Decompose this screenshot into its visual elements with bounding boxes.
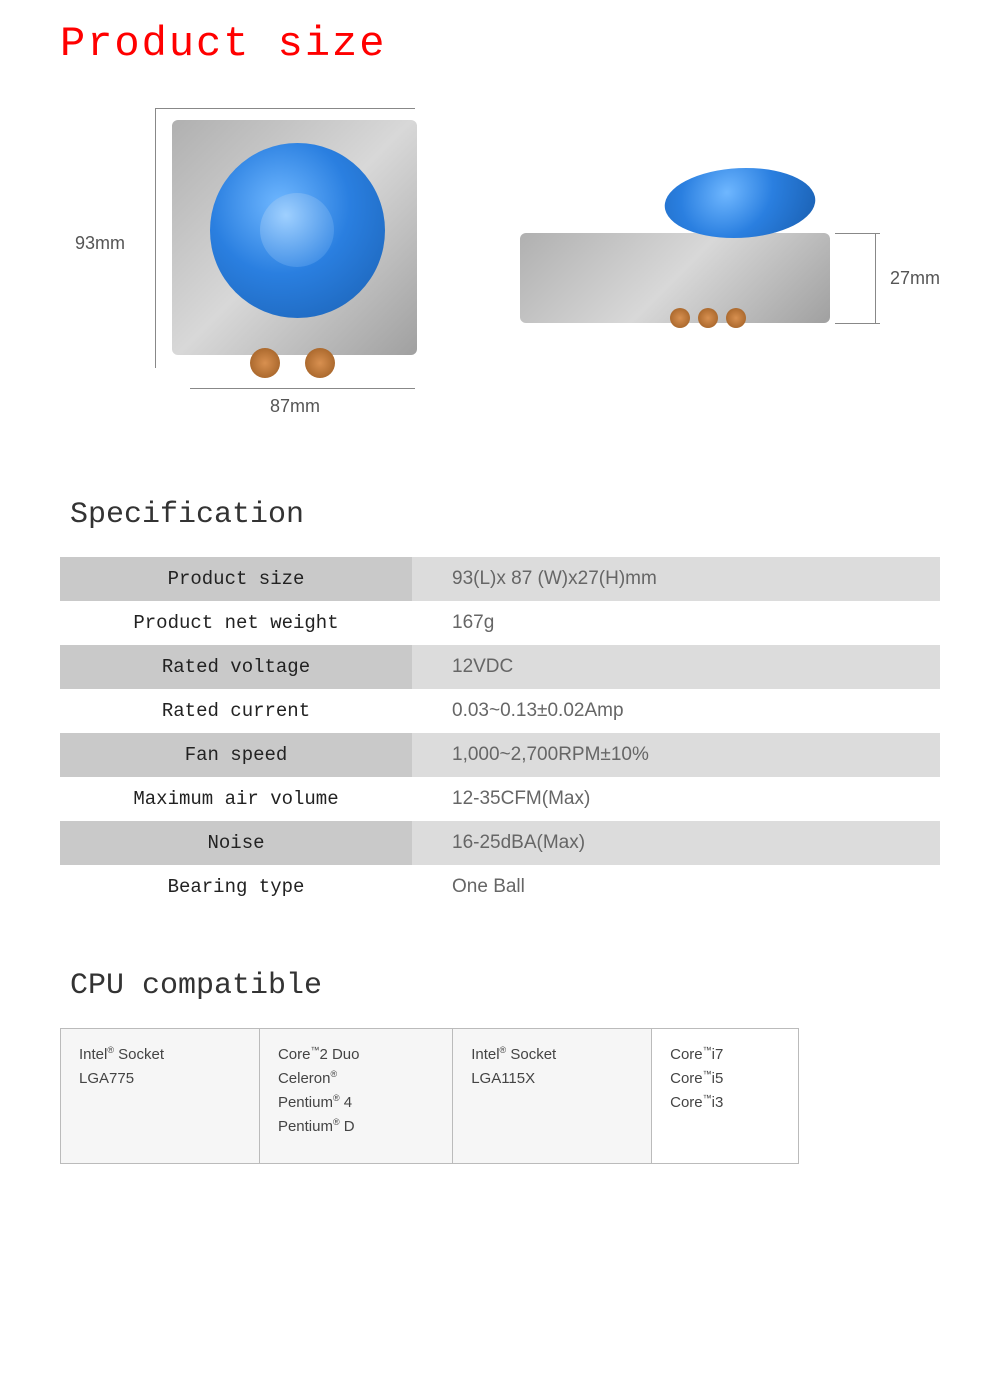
fan-side-icon (659, 168, 821, 238)
dimension-depth-label: 27mm (890, 268, 940, 289)
dimension-diagram: 93mm 87mm 27mm (60, 108, 940, 458)
heatpipe-icon (726, 308, 746, 328)
table-row: Rated voltage12VDC (60, 645, 940, 689)
dimension-height-label: 93mm (75, 233, 125, 254)
specification-table: Product size93(L)x 87 (W)x27(H)mmProduct… (60, 557, 940, 909)
compat-heading: CPU compatible (70, 969, 940, 1003)
table-row: Product net weight167g (60, 601, 940, 645)
heatpipe-icon (250, 348, 280, 378)
specification-heading: Specification (70, 498, 940, 532)
heatpipe-icon (305, 348, 335, 378)
cpu-compat-table: Intel® SocketLGA775Core™2 DuoCeleron®Pen… (60, 1028, 799, 1164)
spec-label: Bearing type (60, 865, 412, 909)
spec-label: Product net weight (60, 601, 412, 645)
table-row: Fan speed1,000~2,700RPM±10% (60, 733, 940, 777)
spec-value: 16-25dBA(Max) (412, 821, 940, 865)
spec-label: Noise (60, 821, 412, 865)
compat-cell: Intel® SocketLGA775 (61, 1029, 260, 1164)
spec-label: Rated voltage (60, 645, 412, 689)
table-row: Rated current0.03~0.13±0.02Amp (60, 689, 940, 733)
fan-hub-icon (260, 193, 334, 267)
spec-value: 1,000~2,700RPM±10% (412, 733, 940, 777)
table-row: Noise16-25dBA(Max) (60, 821, 940, 865)
table-row: Maximum air volume12-35CFM(Max) (60, 777, 940, 821)
table-row: Bearing typeOne Ball (60, 865, 940, 909)
compat-cell: Core™i7Core™i5Core™i3 (652, 1029, 799, 1164)
spec-label: Rated current (60, 689, 412, 733)
compat-cell: Intel® SocketLGA115X (453, 1029, 652, 1164)
spec-label: Fan speed (60, 733, 412, 777)
spec-value: 0.03~0.13±0.02Amp (412, 689, 940, 733)
page-title: Product size (60, 20, 940, 68)
spec-label: Maximum air volume (60, 777, 412, 821)
compat-cell: Core™2 DuoCeleron®Pentium® 4Pentium® D (259, 1029, 452, 1164)
table-row: Product size93(L)x 87 (W)x27(H)mm (60, 557, 940, 601)
heatpipe-icon (670, 308, 690, 328)
spec-value: One Ball (412, 865, 940, 909)
spec-value: 12-35CFM(Max) (412, 777, 940, 821)
spec-value: 167g (412, 601, 940, 645)
spec-value: 12VDC (412, 645, 940, 689)
spec-value: 93(L)x 87 (W)x27(H)mm (412, 557, 940, 601)
heatpipe-icon (698, 308, 718, 328)
dimension-width-label: 87mm (270, 396, 320, 417)
spec-label: Product size (60, 557, 412, 601)
